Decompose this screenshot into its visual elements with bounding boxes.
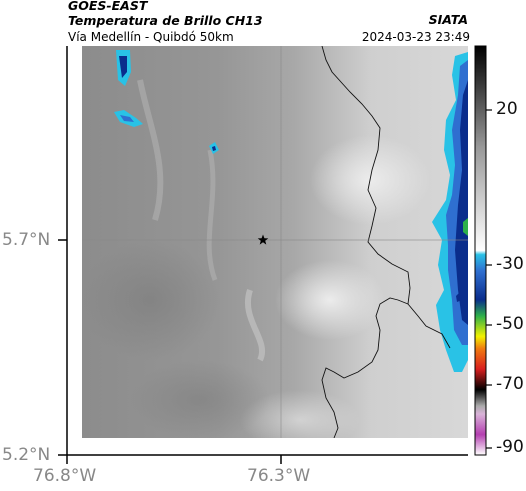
lat-label-5-7: 5.7°N	[2, 230, 51, 250]
colorbar-label: -50	[496, 314, 524, 334]
colorbar-label: -90	[496, 437, 524, 457]
colorbar	[474, 45, 487, 456]
lat-label-5-2: 5.2°N	[2, 445, 51, 465]
colorbar-label: 20	[496, 99, 518, 119]
colorbar-label: -30	[496, 254, 524, 274]
lon-label-76-8: 76.8°W	[33, 466, 97, 486]
region-subtitle: Vía Medellín - Quibdó 50km	[68, 30, 234, 44]
colorbar-label: -70	[496, 374, 524, 394]
satellite-title: GOES-EAST	[68, 0, 148, 13]
brand-label: SIATA	[428, 12, 468, 27]
product-title: Temperatura de Brillo CH13	[68, 13, 263, 28]
lon-label-76-3: 76.3°W	[247, 466, 311, 486]
timestamp-label: 2024-03-23 23:49	[361, 30, 470, 44]
satellite-image	[82, 46, 468, 438]
star-marker	[257, 234, 269, 245]
